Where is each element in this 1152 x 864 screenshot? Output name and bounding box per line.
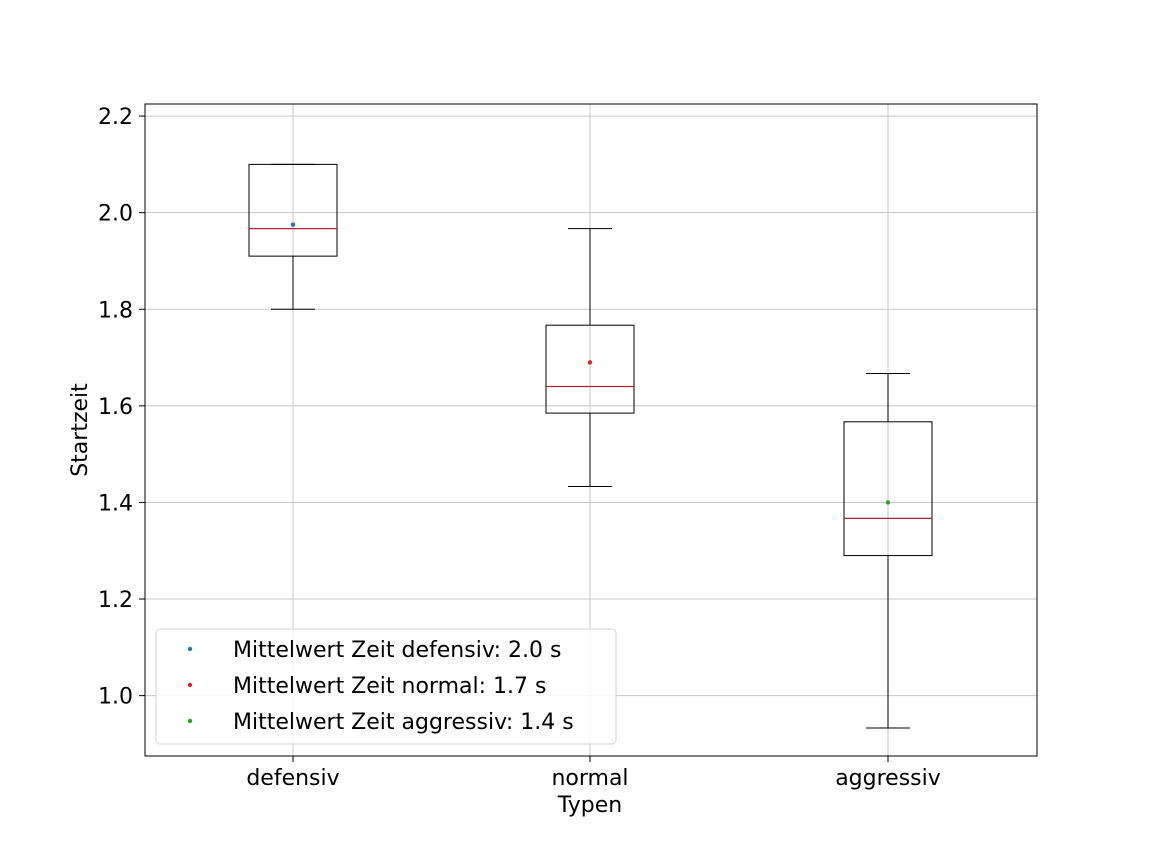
y-tick-label: 1.0 (98, 685, 133, 710)
y-axis-label: Startzeit (68, 383, 93, 477)
y-tick-label: 1.8 (98, 298, 133, 323)
mean-marker (587, 360, 593, 365)
box-defensiv (248, 163, 338, 310)
y-tick-label: 1.4 (98, 491, 133, 516)
iqr-box (248, 163, 338, 257)
legend-label: Mittelwert Zeit normal: 1.7 s (233, 674, 546, 699)
legend-marker (187, 718, 193, 724)
iqr-box (545, 324, 635, 414)
x-tick-label: normal (551, 766, 628, 791)
y-tick-label: 2.0 (98, 202, 133, 227)
plot-frame (144, 103, 1038, 757)
y-tick-label: 2.2 (98, 105, 133, 130)
y-tick-label: 1.2 (98, 588, 133, 613)
legend-label: Mittelwert Zeit defensiv: 2.0 s (233, 638, 562, 663)
y-tick-label: 1.6 (98, 395, 133, 420)
mean-marker (290, 222, 296, 227)
x-tick-label: defensiv (246, 766, 339, 791)
box-normal (545, 228, 635, 488)
mean-marker (885, 500, 891, 505)
box-aggressiv (843, 372, 933, 729)
legend-marker (187, 682, 193, 688)
legend-label: Mittelwert Zeit aggressiv: 1.4 s (233, 710, 574, 735)
iqr-box (843, 421, 933, 557)
legend: Mittelwert Zeit defensiv: 2.0 s Mittelwer… (155, 628, 617, 745)
x-tick-label: aggressiv (835, 766, 941, 791)
x-axis-label: Typen (557, 793, 622, 818)
x-axis-ticks: defensiv normal aggressiv (246, 756, 941, 791)
box-plots (248, 163, 933, 729)
legend-frame (155, 628, 617, 745)
y-axis-ticks: 1.0 1.2 1.4 1.6 1.8 2.0 2.2 (98, 105, 145, 710)
legend-marker (187, 646, 193, 652)
